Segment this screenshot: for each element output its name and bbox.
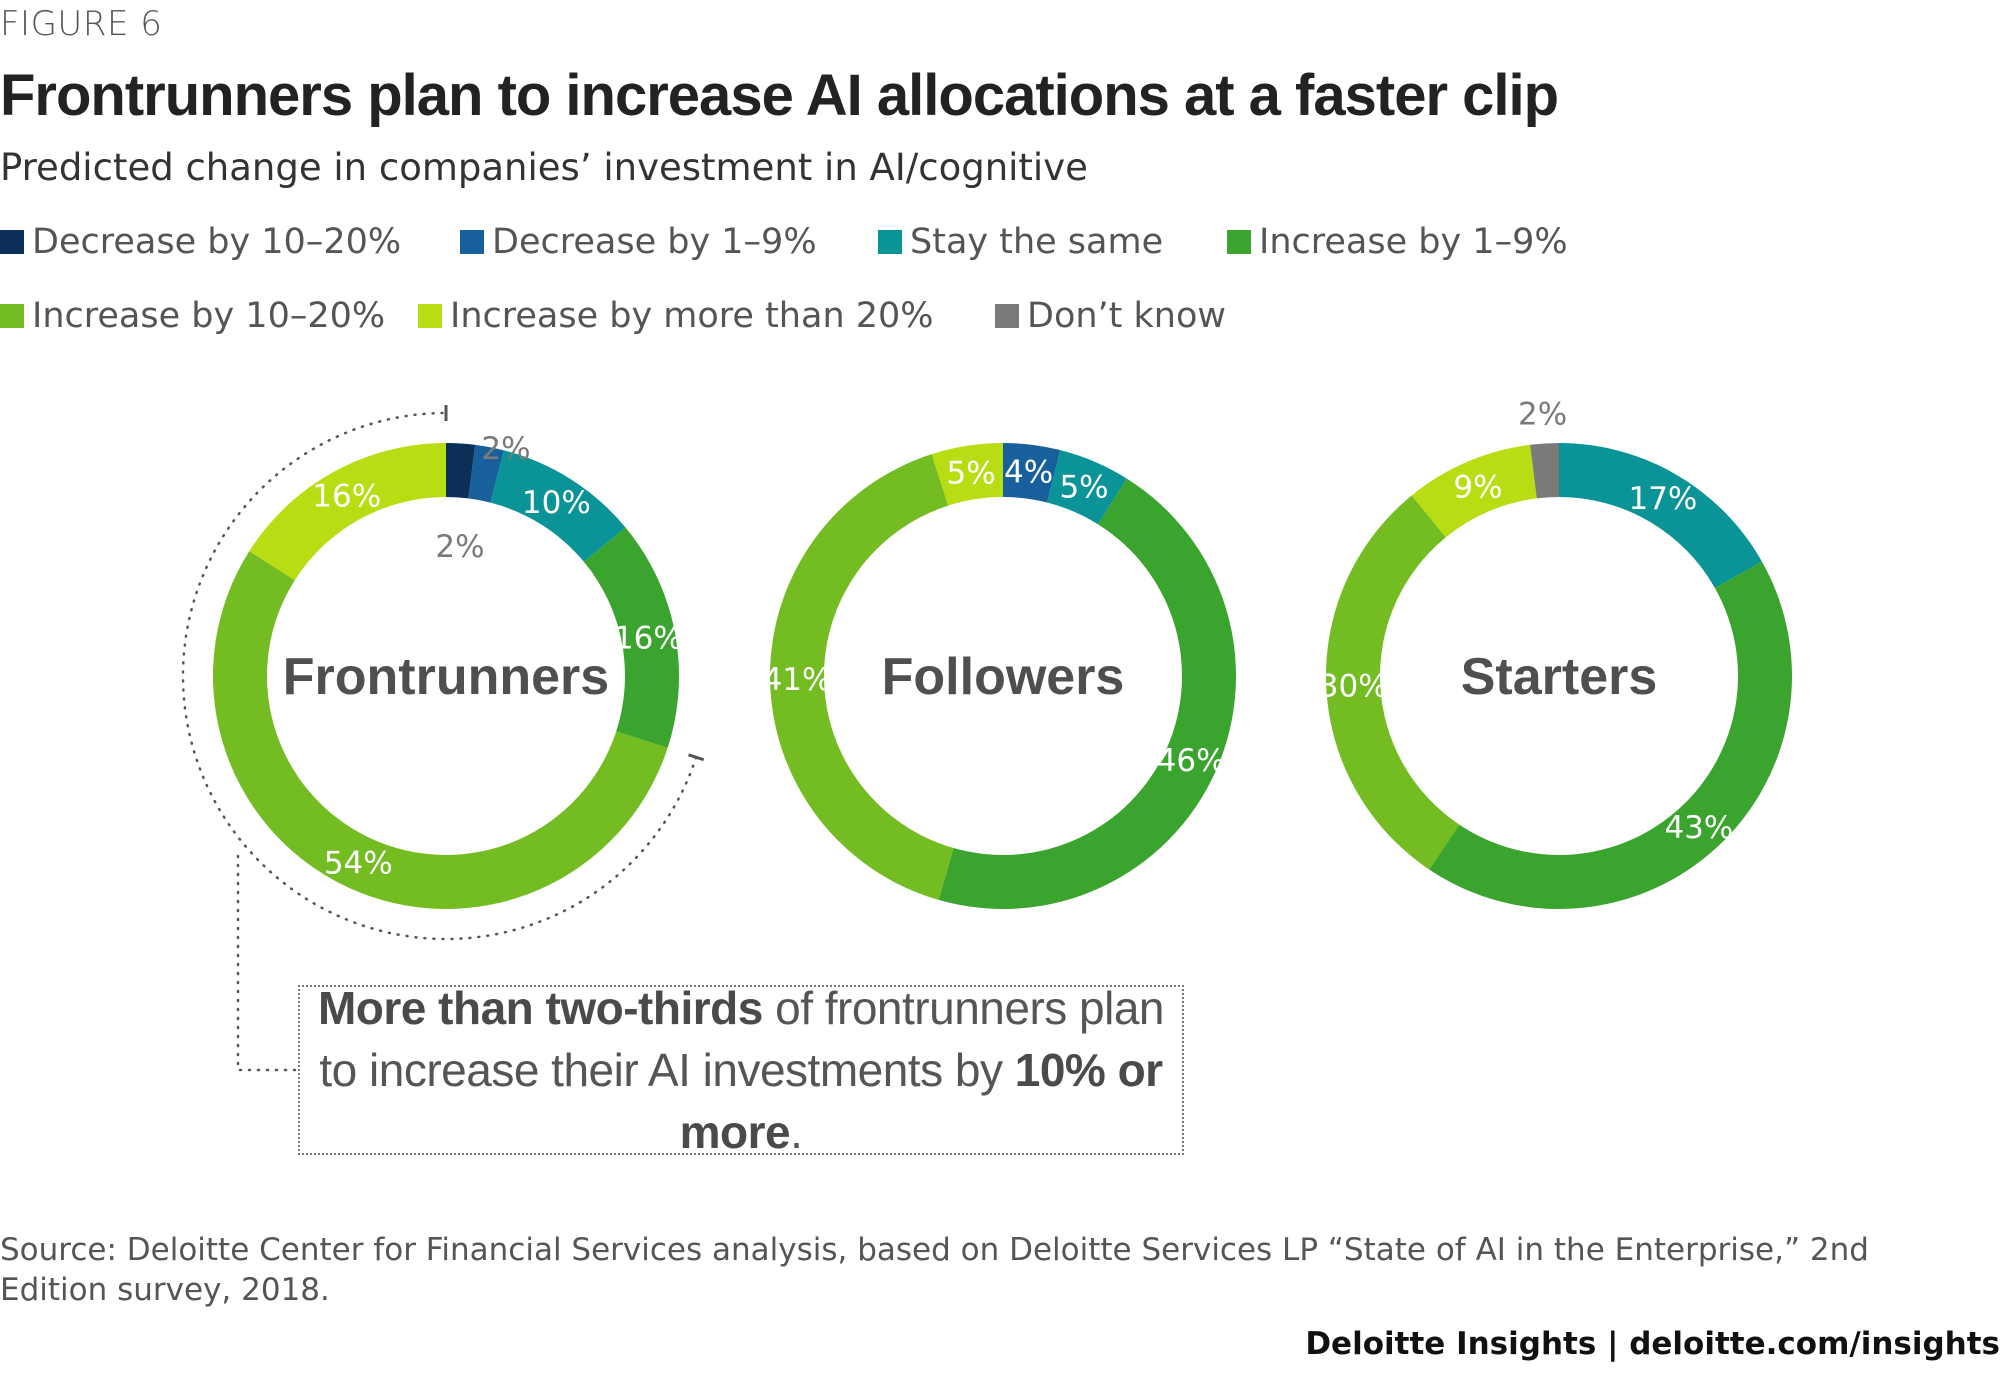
callout-text: More than two-thirds of frontrunners pla… xyxy=(300,977,1182,1163)
legend-item-increase-10-20: Increase by 10–20% xyxy=(0,296,385,336)
donut-center-label: Frontrunners xyxy=(283,648,609,706)
callout-text-1: of frontrunners plan to increase their A… xyxy=(319,982,1165,1096)
donut-segment-frontrunners-4 xyxy=(212,551,668,909)
legend-label: Don’t know xyxy=(1027,296,1227,336)
donut-segment-frontrunners-0 xyxy=(446,443,476,499)
donut-segment-frontrunners-5 xyxy=(249,443,446,581)
data-label: 16% xyxy=(312,478,381,514)
bracket-tick xyxy=(688,753,705,762)
data-label: 30% xyxy=(1319,669,1388,705)
donut-segment-starters-5 xyxy=(1411,444,1537,538)
data-label: 4% xyxy=(1004,455,1053,491)
legend-swatch xyxy=(418,304,442,328)
legend-label: Increase by more than 20% xyxy=(450,296,934,336)
legend-item-decrease-1-9: Decrease by 1–9% xyxy=(460,222,817,262)
chart-subtitle: Predicted change in companies’ investmen… xyxy=(0,146,1088,189)
donut-segment-starters-6 xyxy=(1530,443,1559,499)
data-label: 46% xyxy=(1157,743,1226,779)
data-label: 2% xyxy=(435,529,484,565)
data-label: 54% xyxy=(324,845,393,881)
legend-label: Increase by 10–20% xyxy=(32,296,386,336)
callout-text-2: . xyxy=(790,1106,803,1158)
data-label: 16% xyxy=(614,620,683,656)
legend-item-dont-know: Don’t know xyxy=(995,296,1226,336)
donut-segment-followers-3 xyxy=(938,478,1236,909)
donut-segment-followers-1 xyxy=(1003,443,1061,503)
donut-segment-frontrunners-2 xyxy=(490,450,626,562)
legend-swatch xyxy=(0,230,24,254)
callout-connector xyxy=(236,854,300,1072)
legend-item-stay-same: Stay the same xyxy=(878,222,1163,262)
donut-segment-followers-5 xyxy=(931,443,1003,506)
data-label: 9% xyxy=(1453,470,1502,506)
source-note: Source: Deloitte Center for Financial Se… xyxy=(0,1232,1869,1308)
legend-swatch xyxy=(878,230,902,254)
donut-segment-starters-2 xyxy=(1559,443,1762,589)
legend-label: Decrease by 10–20% xyxy=(32,222,402,262)
donut-followers: 4% 5% 46% 41% 5% Followers xyxy=(763,443,1236,909)
data-label: 10% xyxy=(522,485,591,521)
data-label: 2% xyxy=(481,431,530,467)
legend-label: Decrease by 1–9% xyxy=(492,222,817,262)
legend-item-increase-more-20: Increase by more than 20% xyxy=(418,296,934,336)
legend-swatch xyxy=(995,304,1019,328)
legend-swatch xyxy=(0,304,24,328)
callout-box: More than two-thirds of frontrunners pla… xyxy=(298,982,1184,1158)
credit-line: Deloitte Insights | deloitte.com/insight… xyxy=(1305,1326,2000,1362)
legend-item-decrease-10-20: Decrease by 10–20% xyxy=(0,222,401,262)
data-label: 5% xyxy=(946,455,995,491)
figure-label: FIGURE 6 xyxy=(0,4,163,44)
data-label: 5% xyxy=(1059,470,1108,506)
legend-label: Stay the same xyxy=(910,222,1164,262)
data-label: 43% xyxy=(1664,810,1733,846)
callout-bold-2: 10% or more xyxy=(679,1044,1163,1158)
data-label: 2% xyxy=(1518,397,1567,433)
data-label: 41% xyxy=(763,662,832,698)
legend-label: Increase by 1–9% xyxy=(1259,222,1568,262)
callout-bold-1: More than two-thirds xyxy=(317,982,763,1034)
donut-center-label: Followers xyxy=(882,648,1125,706)
donut-segment-starters-3 xyxy=(1429,561,1792,910)
legend-swatch xyxy=(1227,230,1251,254)
donut-segment-frontrunners-3 xyxy=(583,527,679,749)
data-label: 17% xyxy=(1628,481,1697,517)
donut-center-label: Starters xyxy=(1461,648,1658,706)
bracket-arc xyxy=(181,411,698,941)
legend-swatch xyxy=(460,230,484,254)
chart-title: Frontrunners plan to increase AI allocat… xyxy=(0,63,1559,128)
donut-segment-frontrunners-1 xyxy=(468,444,504,503)
donut-segment-followers-2 xyxy=(1047,450,1127,525)
donut-starters: 17% 43% 30% 9% 2% Starters xyxy=(1319,397,1792,910)
legend-item-increase-1-9: Increase by 1–9% xyxy=(1227,222,1568,262)
donut-segment-starters-4 xyxy=(1326,495,1460,870)
donut-segment-followers-4 xyxy=(770,454,954,900)
donut-frontrunners: 2%2%10%16%54%16%Frontrunners xyxy=(212,431,683,909)
